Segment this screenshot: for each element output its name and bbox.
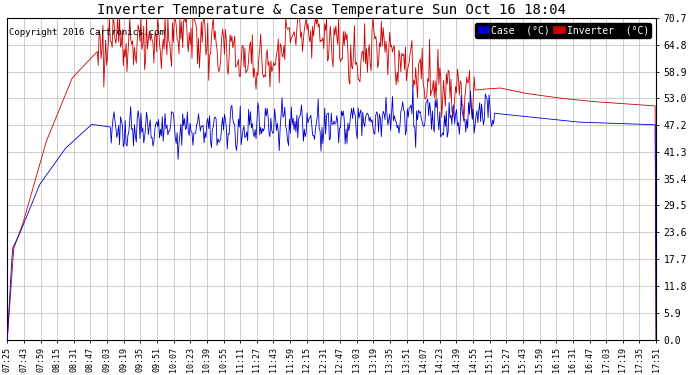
- Title: Inverter Temperature & Case Temperature Sun Oct 16 18:04: Inverter Temperature & Case Temperature …: [97, 3, 566, 17]
- Text: Copyright 2016 Cartronics.com: Copyright 2016 Cartronics.com: [8, 28, 164, 37]
- Legend: Case  (°C), Inverter  (°C): Case (°C), Inverter (°C): [475, 23, 651, 38]
